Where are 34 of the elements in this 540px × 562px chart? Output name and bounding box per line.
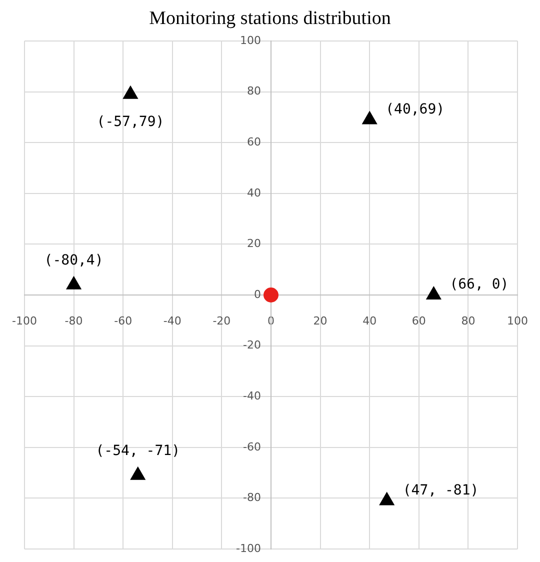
- annotation: (40,69): [386, 101, 445, 118]
- y-tick-label: -20: [243, 338, 261, 352]
- y-tick-label: 40: [246, 186, 261, 200]
- x-tick-label: 40: [362, 314, 377, 328]
- y-tick-label: 20: [246, 237, 261, 250]
- y-tick-label: 0: [254, 288, 261, 301]
- annotation: (-54, -71): [96, 442, 180, 459]
- point: [130, 466, 146, 480]
- x-tick-label: 100: [507, 314, 528, 328]
- x-tick-label: -100: [12, 314, 37, 328]
- annotation: (66, 0): [450, 276, 509, 293]
- x-tick-label: -80: [64, 314, 83, 328]
- chart-title: Monitoring stations distribution: [148, 8, 392, 31]
- y-tick-label: 100: [240, 34, 261, 47]
- annotation: (-57,79): [96, 114, 164, 130]
- y-tick-label: -40: [243, 389, 261, 402]
- y-tick-label: 60: [246, 135, 261, 148]
- point: [123, 86, 138, 99]
- y-tick-label: -100: [236, 542, 261, 555]
- point: [426, 286, 442, 300]
- point: [379, 492, 394, 506]
- x-tick-label: 20: [313, 314, 328, 328]
- y-tick-label: -60: [243, 440, 261, 454]
- x-tick-label: -40: [163, 314, 182, 328]
- x-tick-label: 80: [461, 314, 476, 328]
- x-tick-label: 60: [412, 314, 426, 328]
- y-tick-label: 80: [246, 84, 261, 98]
- point: [362, 111, 378, 124]
- x-tick-label: -60: [114, 314, 132, 328]
- x-tick-label: -20: [212, 314, 231, 328]
- point: [66, 276, 82, 290]
- annotation: (-80,4): [44, 252, 104, 268]
- y-tick-label: -80: [243, 491, 261, 504]
- annotation: (47, -81): [402, 482, 479, 498]
